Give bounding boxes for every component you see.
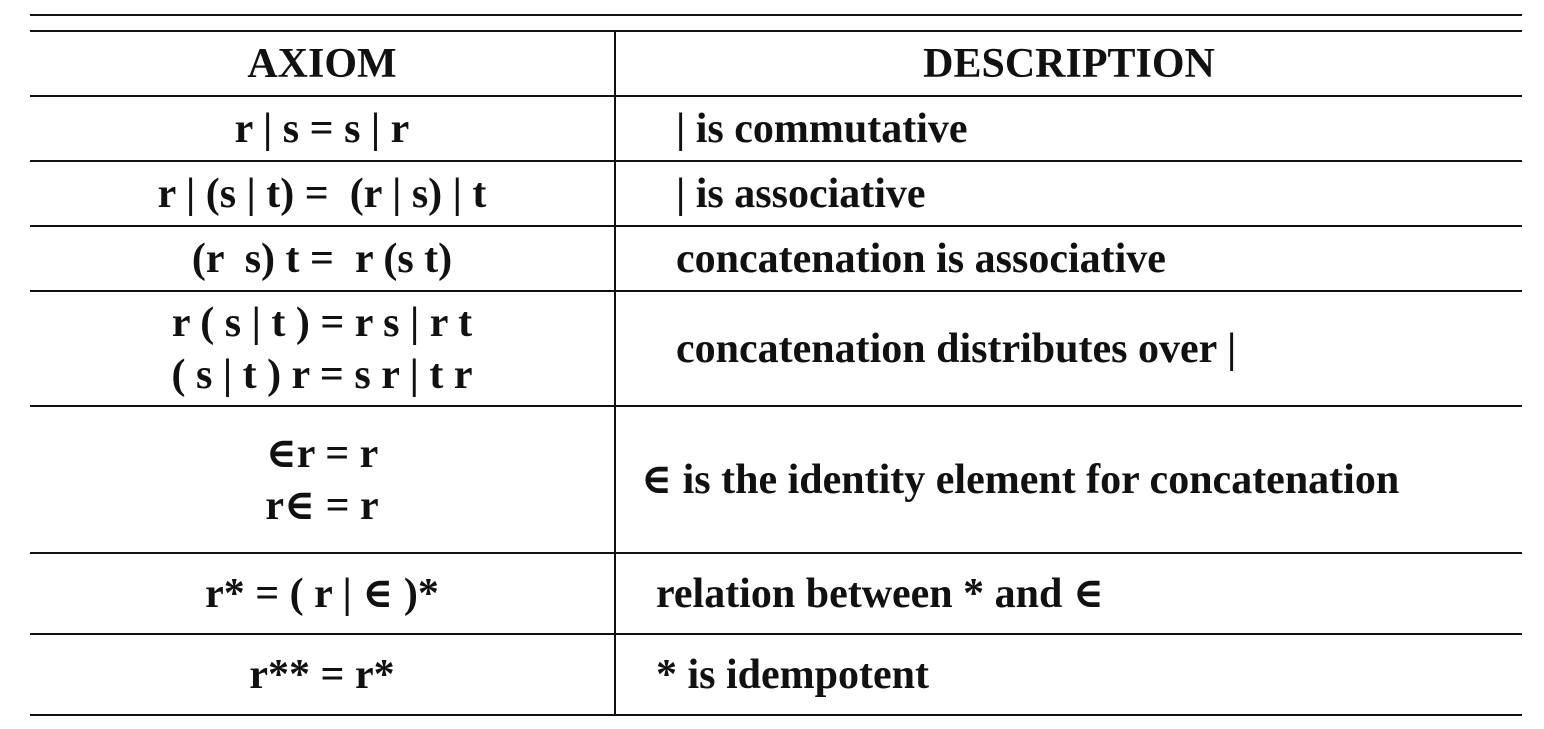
table-row: (r s) t = r (s t) concatenation is assoc… bbox=[30, 226, 1522, 292]
description-cell: relation between * and ∈ bbox=[615, 553, 1522, 635]
axiom-text: ( s | t ) r = s r | t r bbox=[171, 351, 473, 398]
top-rule-inner bbox=[30, 30, 1522, 32]
description-cell: concatenation distributes over | bbox=[615, 291, 1522, 407]
table-row: r | s = s | r | is commutative bbox=[30, 96, 1522, 162]
axiom-text: r | (s | t) = (r | s) | t bbox=[157, 170, 487, 217]
axiom-cell: r** = r* bbox=[30, 634, 616, 716]
description-cell: | is commutative bbox=[615, 96, 1522, 162]
table-row: ∈r = r r∈ = r ∈ is the identity element … bbox=[30, 406, 1522, 554]
axiom-text: ∈r = r bbox=[265, 430, 379, 477]
axiom-column-header: AXIOM bbox=[30, 32, 616, 97]
description-cell: * is idempotent bbox=[615, 634, 1522, 716]
description-cell: concatenation is associative bbox=[615, 226, 1522, 292]
axiom-cell: (r s) t = r (s t) bbox=[30, 226, 616, 292]
axiom-text: r∈ = r bbox=[265, 482, 379, 529]
axiom-table: AXIOM DESCRIPTION r | s = s | r | is com… bbox=[30, 32, 1522, 716]
axiom-cell: r ( s | t ) = r s | r t ( s | t ) r = s … bbox=[30, 291, 616, 407]
axiom-cell: r | (s | t) = (r | s) | t bbox=[30, 161, 616, 227]
axiom-cell: r* = ( r | ∈ )* bbox=[30, 553, 616, 635]
table-row: r** = r* * is idempotent bbox=[30, 634, 1522, 716]
description-cell: ∈ is the identity element for concatenat… bbox=[615, 406, 1522, 554]
table-row: r ( s | t ) = r s | r t ( s | t ) r = s … bbox=[30, 291, 1522, 407]
axiom-cell: ∈r = r r∈ = r bbox=[30, 406, 616, 554]
top-rule bbox=[30, 14, 1522, 16]
table-row: r | (s | t) = (r | s) | t | is associati… bbox=[30, 161, 1522, 227]
axiom-text: r** = r* bbox=[249, 651, 395, 698]
axiom-cell: r | s = s | r bbox=[30, 96, 616, 162]
table-row: r* = ( r | ∈ )* relation between * and ∈ bbox=[30, 553, 1522, 635]
axiom-text: (r s) t = r (s t) bbox=[191, 235, 453, 282]
axiom-text: r ( s | t ) = r s | r t bbox=[171, 299, 473, 346]
axiom-text: r | s = s | r bbox=[234, 105, 410, 152]
header-row: AXIOM DESCRIPTION bbox=[30, 32, 1522, 97]
axiom-text: r* = ( r | ∈ )* bbox=[205, 570, 439, 617]
description-column-header: DESCRIPTION bbox=[615, 32, 1522, 97]
description-cell: | is associative bbox=[615, 161, 1522, 227]
